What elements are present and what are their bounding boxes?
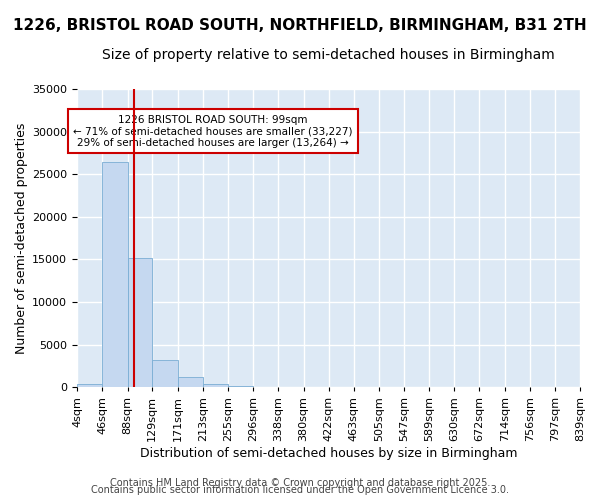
Text: 1226, BRISTOL ROAD SOUTH, NORTHFIELD, BIRMINGHAM, B31 2TH: 1226, BRISTOL ROAD SOUTH, NORTHFIELD, BI…	[13, 18, 587, 32]
Text: 1226 BRISTOL ROAD SOUTH: 99sqm
← 71% of semi-detached houses are smaller (33,227: 1226 BRISTOL ROAD SOUTH: 99sqm ← 71% of …	[73, 114, 353, 148]
Bar	[103, 162, 128, 388]
Bar	[178, 378, 203, 388]
Bar	[203, 384, 228, 388]
Title: Size of property relative to semi-detached houses in Birmingham: Size of property relative to semi-detach…	[102, 48, 555, 62]
Bar	[128, 258, 152, 388]
Text: Contains HM Land Registry data © Crown copyright and database right 2025.: Contains HM Land Registry data © Crown c…	[110, 478, 490, 488]
X-axis label: Distribution of semi-detached houses by size in Birmingham: Distribution of semi-detached houses by …	[140, 447, 517, 460]
Bar	[228, 386, 253, 388]
Bar	[77, 384, 103, 388]
Y-axis label: Number of semi-detached properties: Number of semi-detached properties	[15, 122, 28, 354]
Bar	[152, 360, 178, 388]
Text: Contains public sector information licensed under the Open Government Licence 3.: Contains public sector information licen…	[91, 485, 509, 495]
